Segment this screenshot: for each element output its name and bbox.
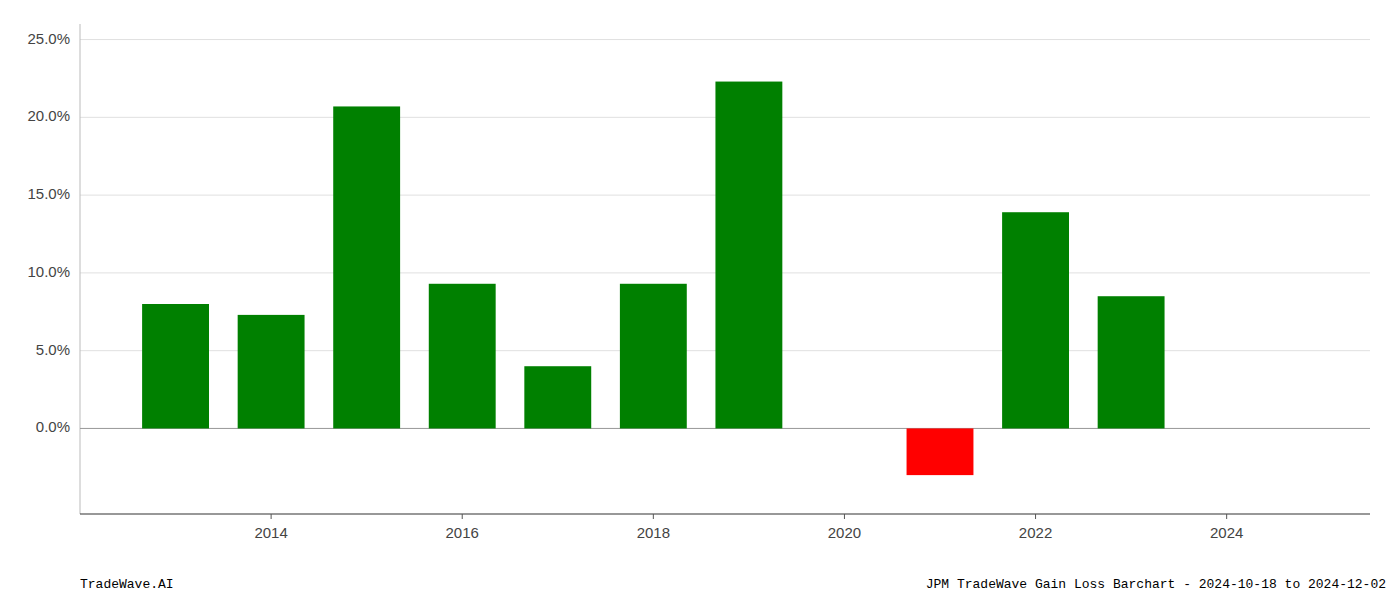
x-tick-label: 2018 (637, 524, 670, 541)
bar (620, 284, 687, 429)
x-tick-label: 2016 (446, 524, 479, 541)
x-tick (462, 514, 463, 519)
annotation: JPM TradeWave Gain Loss Barchart - 2024-… (926, 577, 1386, 592)
x-tick (271, 514, 272, 519)
y-tick-label: 15.0% (27, 185, 70, 202)
bar (333, 106, 400, 428)
chart-container: 0.0% 5.0% 10.0% 15.0% 20.0% 25.0% 2014 2016 2018… (0, 0, 1400, 600)
x-tick (1226, 514, 1227, 519)
bar (715, 82, 782, 429)
x-axis-line (80, 513, 1370, 514)
y-tick-label: 10.0% (27, 263, 70, 280)
bar (429, 284, 496, 429)
annotation: TradeWave.AI (80, 577, 174, 592)
y-grid (80, 40, 1370, 429)
chart-svg: 0.0% 5.0% 10.0% 15.0% 20.0% 25.0% 2014 2016 2018… (0, 0, 1400, 600)
bar (1098, 296, 1165, 428)
y-tick-label: 5.0% (36, 341, 70, 358)
x-tick (1035, 514, 1036, 519)
y-tick-label: 25.0% (27, 30, 70, 47)
bar (142, 304, 209, 428)
y-axis-line (80, 24, 81, 514)
x-axis: 2014 2016 2018 2020 2022 2024 (80, 514, 1370, 541)
x-tick-label: 2014 (254, 524, 287, 541)
bar (907, 428, 974, 475)
y-axis: 0.0% 5.0% 10.0% 15.0% 20.0% 25.0% (27, 24, 80, 514)
bar (524, 366, 591, 428)
y-tick-label: 20.0% (27, 107, 70, 124)
x-tick-label: 2020 (828, 524, 861, 541)
bar (1002, 212, 1069, 428)
x-tick-label: 2024 (1210, 524, 1243, 541)
annotations: TradeWave.AI JPM TradeWave Gain Loss Barc… (80, 577, 1386, 592)
x-tick (653, 514, 654, 519)
x-tick-label: 2022 (1019, 524, 1052, 541)
x-tick (844, 514, 845, 519)
page: {"chart_data": {"type": "bar", "x": [201… (0, 0, 1400, 600)
y-tick-label: 0.0% (36, 418, 70, 435)
bars (142, 82, 1164, 476)
bar (238, 315, 305, 429)
grid-line (80, 39, 1370, 40)
